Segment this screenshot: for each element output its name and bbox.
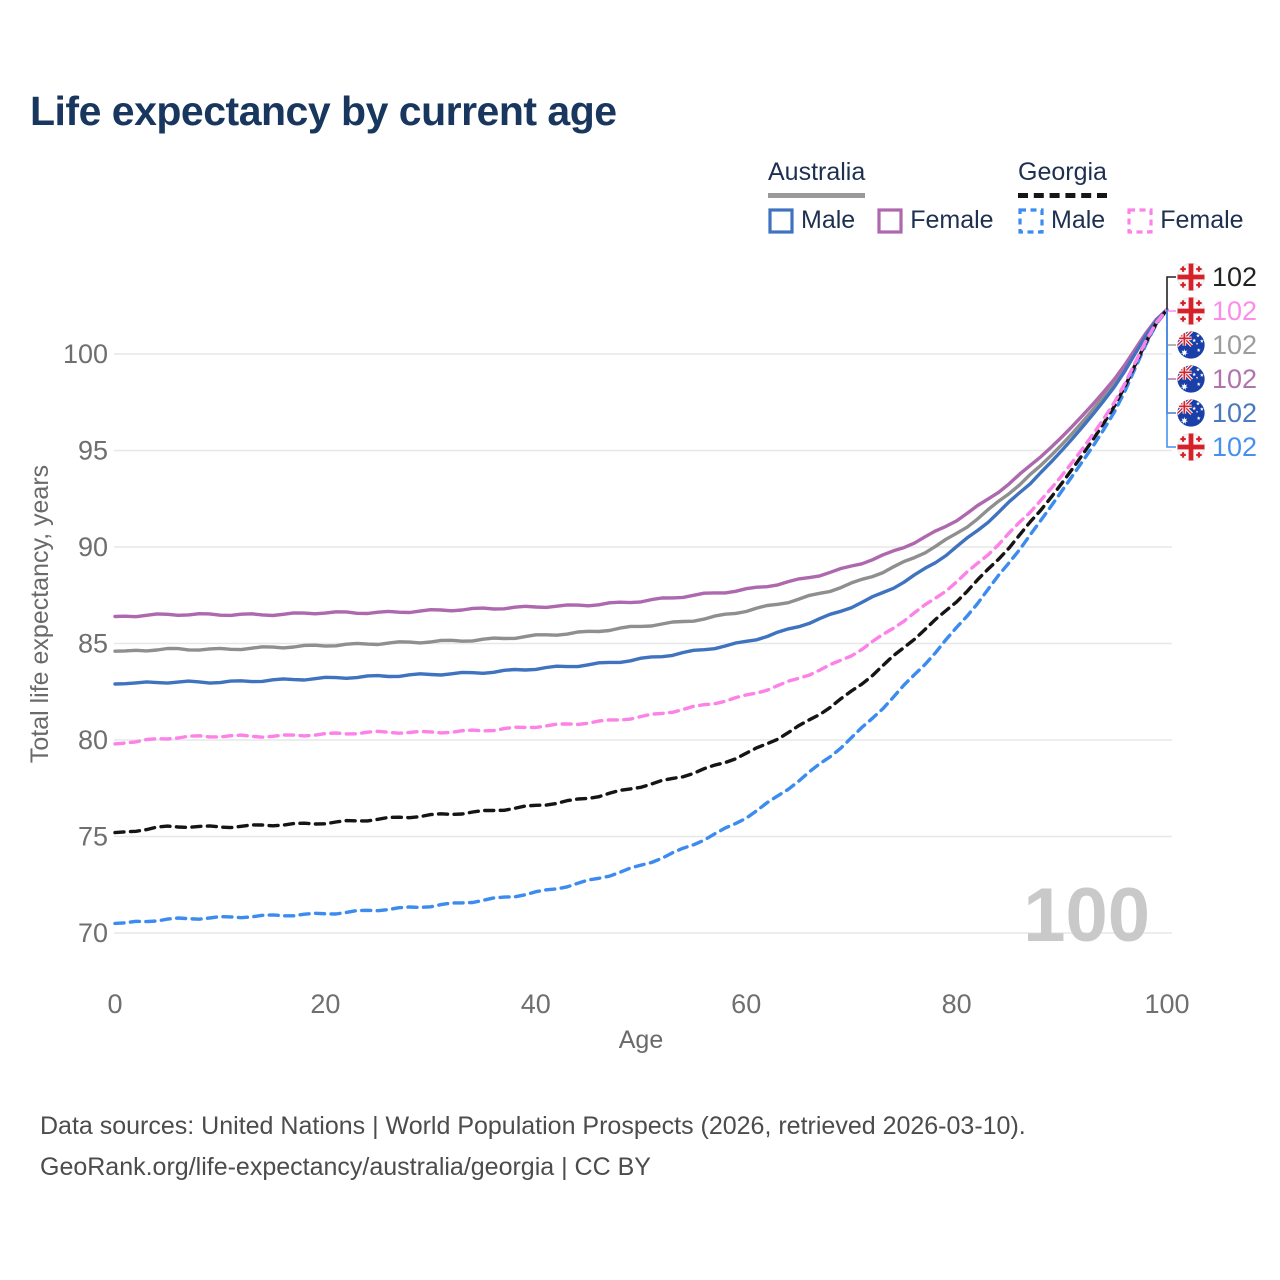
series-line-australia-male <box>113 307 1169 686</box>
legend-items-georgia: Male Female <box>1018 206 1244 235</box>
series-line-georgia-male <box>113 307 1169 926</box>
australia-flag-icon <box>1177 331 1205 359</box>
y-tick-label: 70 <box>78 918 108 948</box>
georgia-flag-icon <box>1177 297 1205 325</box>
end-label-connector <box>1166 276 1176 310</box>
end-value-label: 102 <box>1212 330 1257 360</box>
georgia-male-swatch-icon <box>1018 207 1044 234</box>
footer-attribution: GeoRank.org/life-expectancy/australia/ge… <box>40 1153 651 1181</box>
legend-group-georgia: Georgia Male Female <box>1018 158 1244 235</box>
georgia-female-swatch-icon <box>1127 207 1153 234</box>
legend-item-georgia-female[interactable]: Female <box>1127 206 1244 235</box>
legend-label-australia-female: Female <box>910 206 994 234</box>
x-tick-label: 80 <box>942 989 972 1019</box>
page-title: Life expectancy by current age <box>30 88 617 134</box>
x-tick-label: 0 <box>107 989 122 1019</box>
legend-item-georgia-male[interactable]: Male <box>1018 206 1105 235</box>
australia-male-swatch-icon <box>768 207 794 234</box>
legend-item-australia-female[interactable]: Female <box>877 206 994 235</box>
legend-label-australia-male: Male <box>801 206 856 234</box>
series-line-australia-female <box>113 307 1169 619</box>
x-tick-label: 20 <box>310 989 340 1019</box>
end-value-label: 102 <box>1212 296 1257 326</box>
australia-female-swatch-icon <box>877 207 903 234</box>
end-value-label: 102 <box>1212 364 1257 394</box>
y-tick-label: 85 <box>78 629 108 659</box>
end-label-connector <box>1166 309 1176 346</box>
watermark-age-label: 100 <box>1023 873 1150 958</box>
y-tick-label: 95 <box>78 436 108 466</box>
y-axis-title: Total life expectancy, years <box>26 465 54 763</box>
end-label-connector <box>1166 309 1176 448</box>
footer-data-sources: Data sources: United Nations | World Pop… <box>40 1112 1026 1140</box>
x-tick-label: 60 <box>731 989 761 1019</box>
legend-group-australia: Australia Male Female <box>768 158 994 235</box>
australia-flag-icon <box>1177 365 1205 393</box>
series-line-georgia-female <box>113 307 1169 746</box>
australia-flag-icon <box>1177 399 1205 427</box>
footer: Data sources: United Nations | World Pop… <box>40 1106 1026 1188</box>
series-line-australia-avg <box>113 307 1169 653</box>
georgia-flag-icon <box>1177 433 1205 461</box>
end-value-label: 102 <box>1212 398 1257 428</box>
legend-country-australia: Australia <box>768 158 866 198</box>
y-tick-label: 100 <box>63 339 108 369</box>
chart-legend: Australia Male Female Georgia <box>0 158 1280 248</box>
legend-label-georgia-female: Female <box>1160 206 1244 234</box>
legend-items-australia: Male Female <box>768 206 994 235</box>
y-tick-label: 90 <box>78 532 108 562</box>
x-tick-label: 40 <box>521 989 551 1019</box>
x-axis-title: Age <box>619 1026 663 1054</box>
y-tick-label: 80 <box>78 725 108 755</box>
end-value-label: 102 <box>1212 432 1257 462</box>
legend-item-australia-male[interactable]: Male <box>768 206 855 235</box>
end-value-label: 102 <box>1212 262 1257 292</box>
legend-label-georgia-male: Male <box>1051 206 1106 234</box>
y-tick-label: 75 <box>78 822 108 852</box>
series-line-georgia-avg <box>113 307 1169 835</box>
x-tick-label: 100 <box>1144 989 1189 1019</box>
legend-country-georgia: Georgia <box>1018 158 1107 198</box>
end-label-connector <box>1166 309 1176 414</box>
georgia-flag-icon <box>1177 263 1205 291</box>
